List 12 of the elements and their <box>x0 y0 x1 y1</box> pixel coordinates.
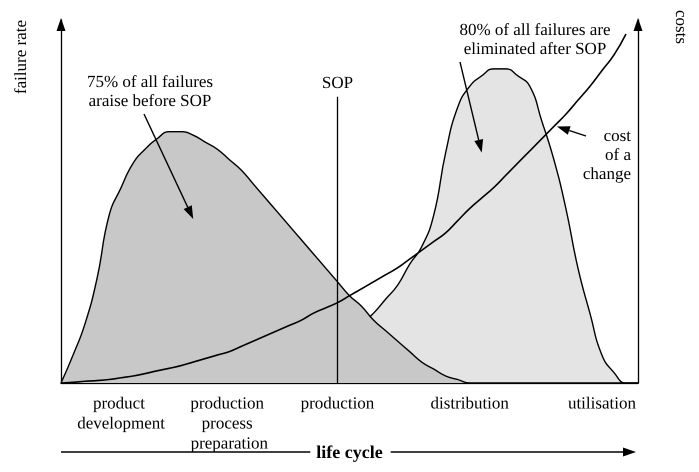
x-tick-label: production <box>300 394 375 412</box>
y2-axis-title: costs <box>672 10 691 44</box>
y-axis-title: failure rate <box>11 20 30 94</box>
annotation: 75% of all failures araise before SOP <box>86 72 214 110</box>
ref-line-label: SOP <box>322 72 354 92</box>
legend-label: cost of a change <box>582 126 632 183</box>
x-tick-label: product development <box>77 394 166 432</box>
x-tick-label: utilisation <box>568 394 636 412</box>
x-axis-title: life cycle <box>316 442 383 462</box>
annotation: 80% of all failures are eliminated after SOP <box>459 20 611 58</box>
x-tick-label: production process preparation <box>190 394 268 452</box>
x-tick-label: distribution <box>430 394 510 412</box>
